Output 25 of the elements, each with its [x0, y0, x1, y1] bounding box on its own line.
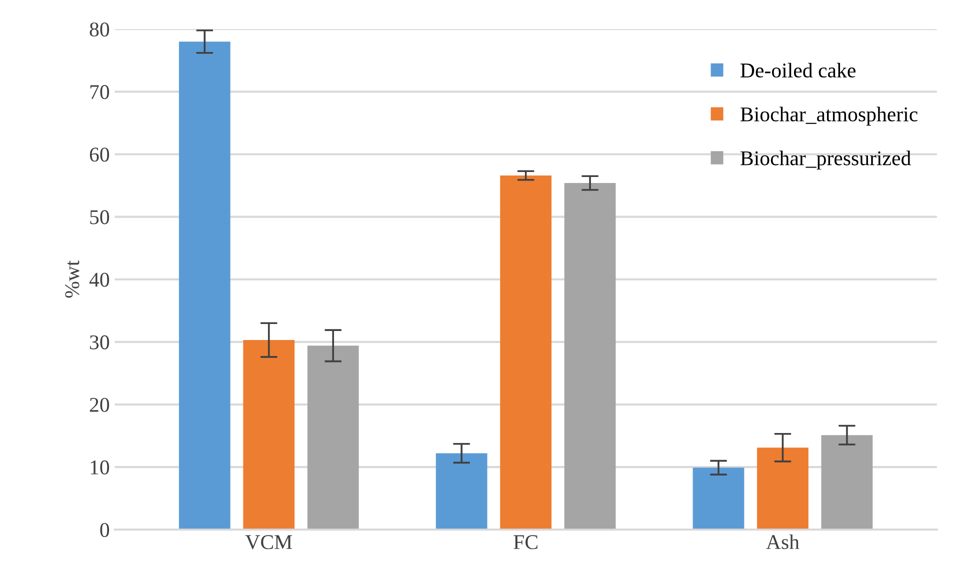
legend-label: Biochar_pressurized [740, 150, 911, 170]
y-tick-label: 10 [90, 460, 110, 474]
x-tick-label: VCM [245, 535, 292, 550]
bar [500, 176, 552, 530]
bar [692, 468, 744, 530]
x-tick-label: Ash [766, 534, 800, 550]
legend-label: Biochar_atmospheric [740, 106, 918, 126]
y-tick-label: 60 [90, 148, 110, 162]
y-tick-label: 30 [90, 335, 110, 350]
y-tick-label: 40 [89, 272, 110, 287]
y-tick-label: 80 [90, 22, 110, 37]
bar [821, 435, 873, 530]
bar [178, 42, 230, 530]
bar [307, 346, 359, 530]
bar [243, 340, 295, 530]
y-tick-label: 0 [100, 522, 110, 538]
bar [436, 453, 488, 530]
bar [564, 183, 616, 530]
y-tick-label: 20 [90, 398, 110, 412]
y-tick-label: 50 [90, 210, 110, 224]
x-tick-label: FC [514, 535, 538, 550]
bar [757, 448, 808, 530]
y-tick-label: 70 [90, 85, 110, 100]
y-axis-title: %wt [65, 260, 80, 298]
legend-label: De-oiled cake [740, 62, 856, 78]
